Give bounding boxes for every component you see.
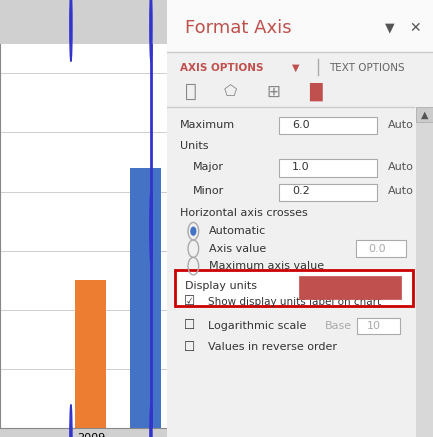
Bar <box>167 0 433 52</box>
FancyBboxPatch shape <box>356 240 406 257</box>
Text: Format Axis: Format Axis <box>185 19 292 38</box>
Text: ⊞: ⊞ <box>266 83 280 101</box>
Text: Auto: Auto <box>388 187 414 196</box>
Circle shape <box>150 191 152 263</box>
Text: ⬧: ⬧ <box>185 82 197 101</box>
Bar <box>416 107 433 437</box>
FancyBboxPatch shape <box>278 184 377 201</box>
Text: 0.2: 0.2 <box>292 187 310 196</box>
Text: ▼: ▼ <box>292 63 299 73</box>
Text: 10: 10 <box>367 321 381 330</box>
Text: Maximum: Maximum <box>180 120 235 129</box>
Text: Base: Base <box>325 321 352 330</box>
Circle shape <box>70 405 72 437</box>
FancyBboxPatch shape <box>174 270 413 306</box>
Text: ▲: ▲ <box>421 110 428 119</box>
Circle shape <box>150 405 152 437</box>
Text: ☐: ☐ <box>184 319 195 332</box>
Text: Values in reverse order: Values in reverse order <box>208 343 337 352</box>
FancyBboxPatch shape <box>416 107 433 122</box>
Text: 1.0: 1.0 <box>292 162 310 172</box>
FancyBboxPatch shape <box>357 318 400 334</box>
Text: Auto: Auto <box>388 120 414 129</box>
Text: Logarithmic scale: Logarithmic scale <box>208 321 307 330</box>
Text: Units: Units <box>180 142 209 151</box>
Text: Show display units label on chart: Show display units label on chart <box>208 297 381 306</box>
Text: TEXT OPTIONS: TEXT OPTIONS <box>329 63 405 73</box>
Text: Major: Major <box>194 162 224 172</box>
Text: Display units: Display units <box>185 281 257 291</box>
Circle shape <box>70 0 72 62</box>
Text: ☐: ☐ <box>184 341 195 354</box>
Circle shape <box>191 227 196 235</box>
FancyBboxPatch shape <box>298 276 401 299</box>
Text: ✕: ✕ <box>409 21 420 35</box>
Text: 0.0: 0.0 <box>368 244 385 253</box>
Circle shape <box>150 0 152 62</box>
Text: Minor: Minor <box>194 187 225 196</box>
FancyBboxPatch shape <box>278 117 377 134</box>
Text: Auto: Auto <box>388 162 414 172</box>
Text: Axis value: Axis value <box>209 244 267 253</box>
Text: ▼: ▼ <box>385 22 395 35</box>
Bar <box>130 168 161 428</box>
Text: Hundreds: Hundreds <box>309 282 369 292</box>
Text: Automatic: Automatic <box>209 226 267 236</box>
Text: AXIS OPTIONS: AXIS OPTIONS <box>180 63 264 73</box>
Text: ▼: ▼ <box>391 282 399 292</box>
Text: ☑: ☑ <box>184 295 195 308</box>
Text: Maximum axis value: Maximum axis value <box>209 261 324 271</box>
Text: Horizontal axis crosses: Horizontal axis crosses <box>180 208 308 218</box>
Text: ⬠: ⬠ <box>224 84 237 99</box>
Text: ▐▌: ▐▌ <box>302 83 330 101</box>
Bar <box>75 281 107 428</box>
FancyBboxPatch shape <box>278 159 377 177</box>
Text: 6.0: 6.0 <box>292 120 310 129</box>
